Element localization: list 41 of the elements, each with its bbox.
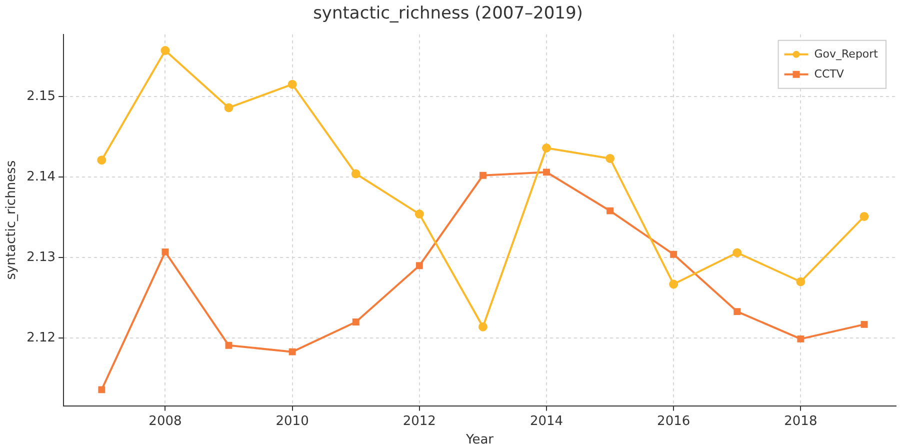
point [860, 212, 869, 221]
y-axis-title: syntactic_richness [4, 160, 20, 280]
point [860, 320, 868, 328]
chart-title: syntactic_richness (2007–2019) [313, 4, 583, 24]
x-axis-title: Year [465, 432, 494, 448]
point [351, 169, 360, 178]
point [352, 318, 360, 326]
point [797, 335, 804, 342]
y-tick-label: 2.12 [26, 330, 56, 346]
x-tick-label: 2008 [148, 414, 182, 429]
point [225, 342, 232, 349]
point [796, 277, 806, 286]
point [670, 250, 678, 258]
point [288, 80, 297, 89]
point [160, 46, 170, 56]
legend-label: CCTV [814, 67, 844, 80]
point [224, 103, 234, 112]
point [288, 348, 296, 356]
x-tick-label: 2016 [657, 414, 690, 429]
point [542, 143, 551, 152]
point [669, 280, 678, 289]
point [478, 322, 488, 332]
point [543, 168, 550, 176]
point [97, 156, 106, 165]
x-tick-label: 2010 [276, 414, 309, 429]
y-tick-label: 2.14 [26, 169, 56, 184]
x-tick-label: 2012 [402, 414, 436, 429]
point [606, 154, 615, 163]
y-tick-label: 2.15 [26, 88, 56, 104]
y-tick-label: 2.13 [26, 250, 56, 265]
x-tick-label: 2014 [530, 414, 564, 429]
point [479, 172, 486, 179]
point [416, 262, 423, 270]
point [606, 207, 614, 214]
point [414, 210, 424, 219]
point [98, 386, 106, 394]
point [732, 248, 742, 258]
point [162, 248, 169, 256]
legend-label: Gov_Report [814, 47, 879, 60]
point [734, 308, 741, 316]
x-tick-label: 2018 [784, 414, 818, 429]
